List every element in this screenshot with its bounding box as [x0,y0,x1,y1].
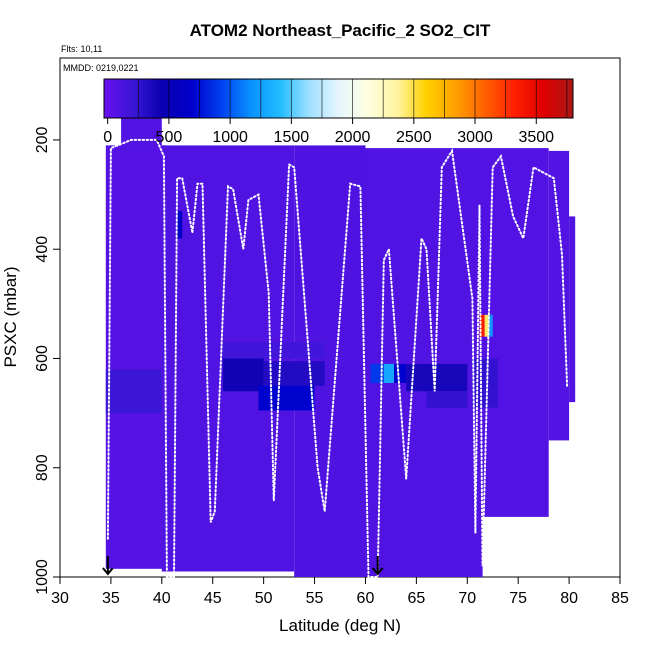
colorbar-gradient [103,78,574,119]
colorbar-tick-label-5: 2500 [396,129,432,146]
colorbar-tick-label-6: 3000 [457,129,493,146]
y-axis-label: PSXC (mbar) [1,266,20,367]
heatmap-cells [105,118,576,577]
heatmap-cell-21 [488,314,493,337]
heatmap-cell-4 [365,148,483,577]
arrow-head-1 [371,567,384,576]
y-tick-label-1: 400 [34,236,51,263]
heatmap-cell-9 [177,211,183,239]
heatmap-cell-0 [121,118,162,149]
heatmap-cell-17 [406,363,468,392]
y-tick-label-2: 600 [34,345,51,372]
heatmap-cell-16 [394,363,407,383]
y-tick-label-4: 1000 [34,559,51,595]
colorbar-tick-label-3: 1500 [274,129,310,146]
heatmap-cell-14 [370,363,384,383]
colorbar-tick-label-4: 2000 [335,129,371,146]
colorbar-tick-label-1: 500 [156,129,183,146]
x-tick-label-2: 40 [153,590,171,607]
chart-title: ATOM2 Northeast_Pacific_2 SO2_CIT [190,21,491,40]
mmdd-annotation: MMDD: 0219,0221 [63,63,139,73]
arrow-head-0 [102,567,114,576]
heatmap-cell-8 [105,369,162,414]
heatmap-cell-18 [426,391,468,408]
x-tick-label-8: 70 [458,590,476,607]
x-tick-label-0: 30 [51,590,69,607]
x-tick-label-3: 45 [204,590,222,607]
x-tick-label-5: 55 [306,590,324,607]
y-tick-label-3: 800 [34,454,51,481]
x-tick-label-9: 75 [509,590,527,607]
heatmap-cell-19 [479,314,485,337]
y-tick-label-0: 200 [34,127,51,154]
flight-track [106,138,569,578]
x-tick-label-6: 60 [357,590,375,607]
x-axis: 30 35 40 45 50 55 60 65 70 75 80 85 [51,577,629,607]
x-axis-label: Latitude (deg N) [279,616,401,635]
x-tick-label-11: 85 [611,590,629,607]
colorbar-divisions [137,79,568,118]
x-tick-label-10: 80 [560,590,578,607]
colorbar-tick-label-7: 3500 [518,129,554,146]
colorbar: 0 500 1000 1500 2000 2500 3000 3500 [103,78,574,146]
heatmap-cell-7 [569,216,576,403]
flights-annotation: Flts: 10,11 [61,44,102,54]
arrow-markers [102,556,384,576]
heatmap-cell-1 [105,145,167,569]
heatmap-cell-13 [258,385,315,411]
heatmap-cell-12 [263,361,325,386]
heatmap-cell-20 [484,314,489,337]
heatmap-cell-6 [548,150,570,441]
x-tick-label-7: 65 [407,590,425,607]
colorbar-tick-label-2: 1000 [212,129,248,146]
heatmap-cell-15 [383,363,394,383]
heatmap-cell-10 [222,342,325,359]
heatmap-cell-11 [222,358,264,392]
x-tick-label-4: 50 [255,590,273,607]
heatmap-cell-5 [482,148,549,517]
y-axis: 200 400 600 800 1000 [34,127,60,595]
colorbar-ticks: 0 500 1000 1500 2000 2500 3000 3500 [103,118,554,146]
colorbar-tick-label-0: 0 [103,129,112,146]
x-tick-label-1: 35 [102,590,120,607]
